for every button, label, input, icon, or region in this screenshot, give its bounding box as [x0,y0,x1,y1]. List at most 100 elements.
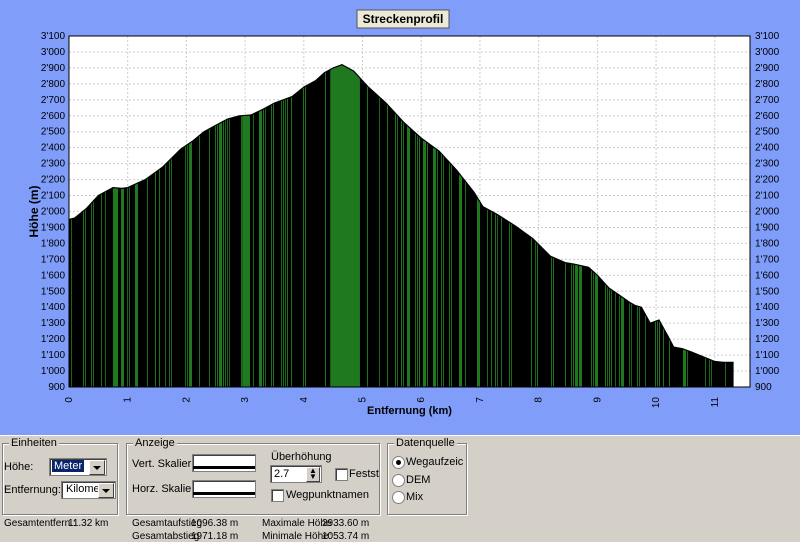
y-tick-label-right: 2'600 [755,111,780,122]
stripe [401,64,402,387]
y-tick-label-left: 1'500 [41,286,66,297]
y-tick-label-right: 2'400 [755,143,780,154]
summit-band [330,64,360,387]
stripe [465,64,466,387]
stripe [217,64,218,387]
display-group: Anzeige [126,437,380,515]
y-tick-label-left: 2'300 [41,159,66,170]
y-tick-label-right: 1'300 [755,318,780,329]
elevation-chart: Streckenprofil 3'100 3'100 3'000 3'000 2'900 2… [0,0,800,435]
horz-scale-slider[interactable] [192,480,256,498]
y-tick-label-right: 1'800 [755,238,780,249]
stripe [435,64,436,387]
stripe [225,64,226,387]
stripe [241,64,242,387]
stripe [425,64,426,387]
stripe [497,64,498,387]
chart-area: Streckenprofil 3'100 3'100 3'000 3'000 2'900 2… [0,0,800,435]
stripe [101,64,102,387]
chevron-down-icon[interactable] [89,460,105,475]
vert-scale-label: Vert. Skalier [132,458,192,470]
settings-panel: Einheiten Höhe: Meter Entfernung: Kilome… [0,435,800,542]
height-unit-label: Höhe: [4,461,34,473]
y-tick-label-left: 1'200 [41,334,66,345]
stripe [487,64,488,387]
stripe [263,64,264,387]
stripe [509,64,510,387]
stripe [215,64,216,387]
source-group: Datenquelle [387,437,467,515]
stripe [189,64,192,387]
stripe [259,64,262,387]
stripe [427,64,428,387]
y-tick-label-right: 1'500 [755,286,780,297]
stripe [461,64,462,387]
y-tick-label-left: 2'600 [41,111,66,122]
stripe [229,64,230,387]
stripe [437,64,438,387]
x-tick-label: 11 [710,397,721,408]
x-tick-label: 9 [592,397,603,403]
waypoint-names-checkbox[interactable] [271,489,284,502]
stripe [477,64,480,387]
stripe [415,64,416,387]
stripe [171,64,172,387]
y-tick-label-right: 1'600 [755,270,780,281]
min-height-label: Minimale Höhe: [262,531,332,542]
source-dem-radio[interactable] [392,474,405,487]
y-tick-label-left: 1'300 [41,318,66,329]
source-group-label: Datenquelle [394,437,457,449]
source-mix-label: Mix [406,491,424,503]
stripe [387,64,388,387]
stripe [227,64,228,387]
stripe [291,64,292,387]
stripe [273,64,274,387]
exaggeration-label: Überhöhung [271,451,332,463]
y-tick-label-left: 2'700 [41,95,66,106]
stripe [219,64,222,387]
stripe [223,64,224,387]
stripe [419,64,420,387]
source-mix-radio[interactable] [392,491,405,504]
stripe [115,64,118,387]
x-tick-label: 3 [240,397,251,403]
y-tick-label-left: 2'400 [41,143,66,154]
chevron-down-icon[interactable] [98,483,114,498]
stripe [397,64,398,387]
vert-scale-slider[interactable] [192,454,256,472]
stripe [403,64,404,387]
plot-frame [68,35,751,388]
y-tick-label-right: 2'700 [755,95,780,106]
y-tick-label-left: 1'700 [41,254,66,265]
stripe [147,64,148,387]
stripe [113,64,116,387]
y-tick-label-left: 1'600 [41,270,66,281]
height-unit-select[interactable]: Meter [49,458,107,476]
exaggeration-input[interactable]: 2.7 ▲ ▼ [270,465,322,483]
stripe [105,64,106,387]
max-height-label: Maximale Höhe [262,518,332,529]
fixed-checkbox[interactable] [335,468,348,481]
total-distance-label: Gesamtentfern.: [4,518,76,529]
source-track-radio[interactable] [392,456,405,469]
stripe [253,64,254,387]
y-tick-label-right: 2'100 [755,191,780,202]
distance-unit-select[interactable]: Kilometer [61,481,116,499]
y-tick-label-left: 1'100 [41,350,66,361]
x-tick-label: 6 [416,397,427,403]
stripe [265,64,266,387]
stripe [93,64,94,387]
waypoint-names-label: Wegpunktnamen [286,489,369,501]
total-distance-value: 11.32 km [68,518,109,529]
y-tick-label-right: 900 [755,382,772,393]
stripe [367,64,368,387]
y-tick-label-left: 1'900 [41,222,66,233]
y-tick-label-right: 2'800 [755,79,780,90]
horz-scale-label: Horz. Skalier [132,483,195,495]
spinner-arrows-icon[interactable]: ▲ ▼ [306,467,320,482]
stripe [121,64,124,387]
stripe [155,64,156,387]
stripe [271,64,272,387]
y-tick-label-right: 1'200 [755,334,780,345]
display-group-label: Anzeige [133,437,177,449]
